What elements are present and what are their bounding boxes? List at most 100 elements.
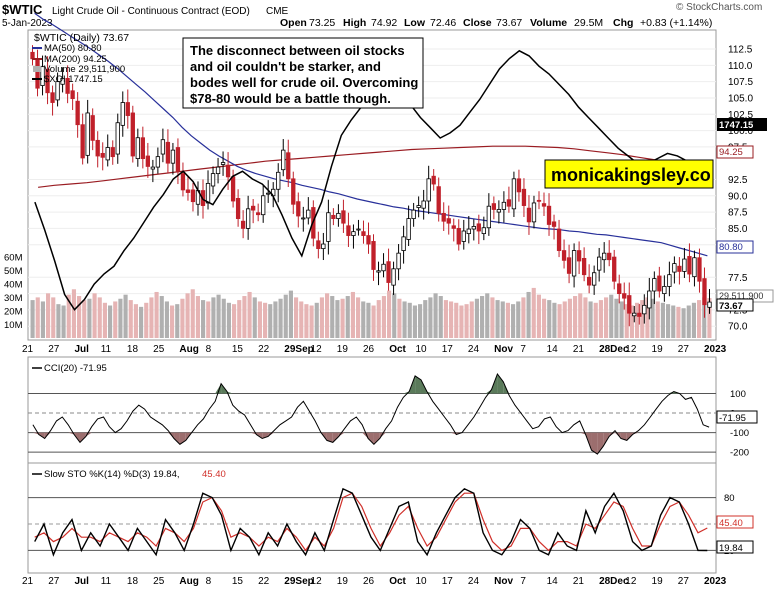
candle-body [266,192,271,195]
volume-bar [304,304,309,338]
volume-bar [552,302,557,338]
volume-bar [604,297,609,338]
candle-body [526,207,532,223]
price-tick-label: 112.5 [728,45,753,56]
legend-ma50: MA(50) 80.80 [44,43,102,54]
candle-body [225,164,231,178]
candle-body [60,77,65,85]
x-tick-label: Aug [179,344,198,355]
volume-bar [314,302,319,338]
candle-body [486,205,492,229]
x-tick-label-bottom: 8 [206,576,212,587]
price-tick-label: 90.0 [728,191,748,202]
cci-oversold-fill [262,432,269,439]
volume-bar [655,301,660,338]
volume-bar [650,298,655,338]
candle-body [667,274,672,287]
candle-body [261,195,266,216]
candle-body [35,58,40,89]
volume-bar [407,302,412,338]
candle-body [561,250,567,261]
candle-body [341,210,346,224]
candle-body [316,240,321,250]
volume-bar [118,298,123,338]
cci-line [32,372,710,455]
volume-bar [583,297,588,338]
volume-bar [469,301,474,338]
candle-body [351,231,356,236]
volume-bar [56,304,61,338]
volume-bar [252,297,257,338]
candle-body [40,66,45,86]
sto-d-badge-bg [716,515,754,529]
x-tick-label-bottom: 29Sep [284,576,313,587]
candle-body [586,276,592,286]
cci-badge-bg [716,410,758,424]
close-badge: 73.67 [719,301,743,312]
volume-bar [371,305,376,338]
volume-bar [216,294,221,338]
price-badges: 1747.15 94.25 80.80 29,511,900 73.67 [716,118,774,312]
candle-body [301,217,306,220]
candle-body [481,227,486,235]
volume-bar [418,304,423,338]
volume-tick-label: 50M [4,266,23,277]
x-tick-label: 28Dec [599,344,629,355]
candle-body [707,301,712,308]
volume-bar [366,302,371,338]
x-tick-label: 25 [153,344,165,355]
annotation-line2: and oil couldn't be starker, and [190,59,381,74]
volume-bar [237,300,242,338]
volume-bar [433,293,438,338]
volume-bar [526,291,531,338]
candle-body [115,122,120,155]
cci-oversold-fill [250,432,257,435]
candle-body [657,275,662,292]
volume-bar [485,293,490,338]
candle-body [235,197,241,220]
x-tick-label-bottom: 27 [48,576,60,587]
x-tick-label-bottom: Jul [74,576,89,587]
volume-bar [175,304,180,338]
candle-body [632,312,637,317]
chg-label: Chg [613,17,633,29]
candle-body [697,257,702,282]
candle-body [286,152,291,180]
volume-bar [345,296,350,338]
volume-bar [299,301,304,338]
candle-body [250,205,256,211]
ma200-badge: 94.25 [719,147,743,158]
candle-body [672,263,677,273]
candle-body [662,286,667,295]
volume-bar [164,301,169,338]
candle-body [130,112,135,157]
candle-body [576,250,582,262]
candle-body [155,156,161,168]
candle-body [627,295,632,314]
xoi-badge-bg [717,118,767,131]
cci-oversold-fill [609,432,615,437]
candle-body [346,225,351,236]
volume-bar [92,293,97,338]
candle-body [215,166,221,175]
volume-bar [201,300,206,338]
candle-body [291,178,296,205]
volume-bar [133,304,138,338]
volume-bar [387,290,392,338]
candle-body [541,203,547,207]
candle-body [556,228,562,251]
candle-body [411,209,416,220]
volume-tick-label: 10M [4,320,23,331]
x-tick-label-bottom: 25 [153,576,165,587]
cci-overbought-fill [226,391,233,394]
volume-bar [645,297,650,338]
x-tick-label: Nov [494,344,513,355]
volume-bar [376,300,381,338]
cci-oversold-fill [579,432,586,435]
x-tick-label: 12 [625,344,637,355]
close-value: 73.67 [496,17,522,29]
cci-oversold-fill [32,432,39,435]
volume-bar [598,300,603,338]
x-tick-label-bottom: 21 [573,576,585,587]
